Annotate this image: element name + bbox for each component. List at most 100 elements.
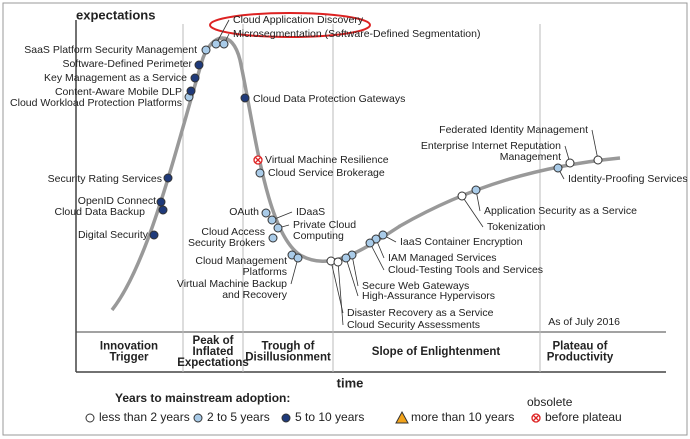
technology-label: Virtual Machine Resilience <box>265 154 389 166</box>
technology-label: Enterprise Internet Reputation <box>421 140 561 152</box>
y-axis-label: expectations <box>76 7 155 22</box>
technology-label: Security Brokers <box>188 237 265 249</box>
legend-label: less than 2 years <box>99 410 190 424</box>
leader-line <box>351 254 359 287</box>
marker <box>378 230 388 240</box>
technology-label: Cloud Data Backup <box>55 206 146 218</box>
phase-label: Trigger <box>110 352 150 364</box>
technology-label: SaaS Platform Security Management <box>24 44 197 56</box>
technology-label: IAM Managed Services <box>388 252 497 264</box>
technology-label: Management <box>500 151 561 163</box>
technology-label: and Recovery <box>222 289 288 301</box>
marker <box>190 73 200 83</box>
technology-label: Cloud Application Discovery <box>233 14 364 26</box>
plot <box>76 24 666 332</box>
technology-label: Virtual Machine Backup <box>177 278 287 290</box>
leader-line <box>369 242 385 271</box>
marker <box>281 413 291 423</box>
legend-label: 5 to 10 years <box>295 410 364 424</box>
marker <box>163 173 173 183</box>
marker <box>156 197 166 207</box>
x-axis-label: time <box>337 375 364 390</box>
leader-line <box>215 19 230 45</box>
technology-label: Digital Security <box>78 229 149 241</box>
marker <box>365 238 375 248</box>
phase-label: Productivity <box>547 352 614 364</box>
marker <box>457 191 467 201</box>
phase-label: Trough of <box>261 341 314 353</box>
marker <box>273 223 283 233</box>
marker <box>211 39 221 49</box>
as-of: As of July 2016 <box>548 316 620 328</box>
technology-label: Cloud Management <box>195 255 287 267</box>
marker <box>149 230 159 240</box>
leader-line <box>345 257 359 297</box>
marker <box>593 155 603 165</box>
marker <box>193 413 203 423</box>
marker <box>194 60 204 70</box>
technology-label: Key Management as a Service <box>44 72 187 84</box>
technology-label: IDaaS <box>296 206 325 218</box>
hype-curve <box>110 36 621 312</box>
technology-label: Identity-Proofing Services <box>568 173 688 185</box>
technology-label: Cloud-Testing Tools and Services <box>388 264 543 276</box>
legend-label: more than 10 years <box>411 410 514 424</box>
marker <box>341 253 351 263</box>
technology-label: Disaster Recovery as a Service <box>347 307 494 319</box>
marker <box>267 215 277 225</box>
technology-label: Platforms <box>243 266 287 278</box>
marker <box>158 205 168 215</box>
legend-label: 2 to 5 years <box>207 410 270 424</box>
legend-heading: obsolete <box>527 395 573 409</box>
phase-label: Slope of Enlightenment <box>372 346 501 358</box>
marker <box>261 208 271 218</box>
technology-label: Content-Aware Mobile DLP <box>55 86 182 98</box>
technology-label: Software-Defined Perimeter <box>62 58 192 70</box>
phase-label: Inflated <box>193 346 234 358</box>
technology-label: Microsegmentation (Software-Defined Segm… <box>233 28 480 40</box>
marker-x <box>533 415 539 421</box>
marker <box>333 257 343 267</box>
legend-title: Years to mainstream adoption: <box>115 391 290 405</box>
marker <box>471 185 481 195</box>
technology-label: IaaS Container Encryption <box>400 236 523 248</box>
technology-label: Private Cloud <box>293 219 356 231</box>
marker <box>240 93 250 103</box>
technology-label: High-Assurance Hypervisors <box>362 290 495 302</box>
technology-label: Security Rating Services <box>48 173 162 185</box>
technology-label: Federated Identity Management <box>439 124 588 136</box>
highlight-ellipse <box>209 12 371 38</box>
technology-label: Cloud Data Protection Gateways <box>253 93 405 105</box>
phase-label: Peak of <box>193 335 234 347</box>
marker <box>553 163 563 173</box>
marker <box>255 168 265 178</box>
technology-label: Cloud Security Assessments <box>347 319 480 331</box>
marker <box>395 410 409 424</box>
phase-label: Plateau of <box>553 341 608 353</box>
leader-line <box>337 261 344 326</box>
marker <box>219 39 229 49</box>
technology-label: Tokenization <box>487 221 546 233</box>
phase-label: Disillusionment <box>245 352 331 364</box>
leader-line <box>461 195 484 228</box>
technology-label: Cloud Workload Protection Platforms <box>10 97 182 109</box>
legend-label: before plateau <box>545 410 622 424</box>
technology-label: OpenID Connect <box>78 195 156 207</box>
marker <box>85 413 95 423</box>
phase-label: Innovation <box>100 341 158 353</box>
phase-label: Expectations <box>177 357 249 369</box>
leader-line <box>591 129 599 161</box>
marker <box>293 253 303 263</box>
technology-label: Secure Web Gateways <box>362 280 469 292</box>
marker <box>565 158 575 168</box>
marker <box>201 45 211 55</box>
technology-label: Cloud Access <box>201 226 265 238</box>
marker-x <box>255 157 261 163</box>
marker <box>186 86 196 96</box>
marker <box>268 233 278 243</box>
technology-label: Cloud Service Brokerage <box>268 167 385 179</box>
technology-label: OAuth <box>229 206 259 218</box>
technology-label: Computing <box>293 230 344 242</box>
technology-label: Application Security as a Service <box>484 205 637 217</box>
